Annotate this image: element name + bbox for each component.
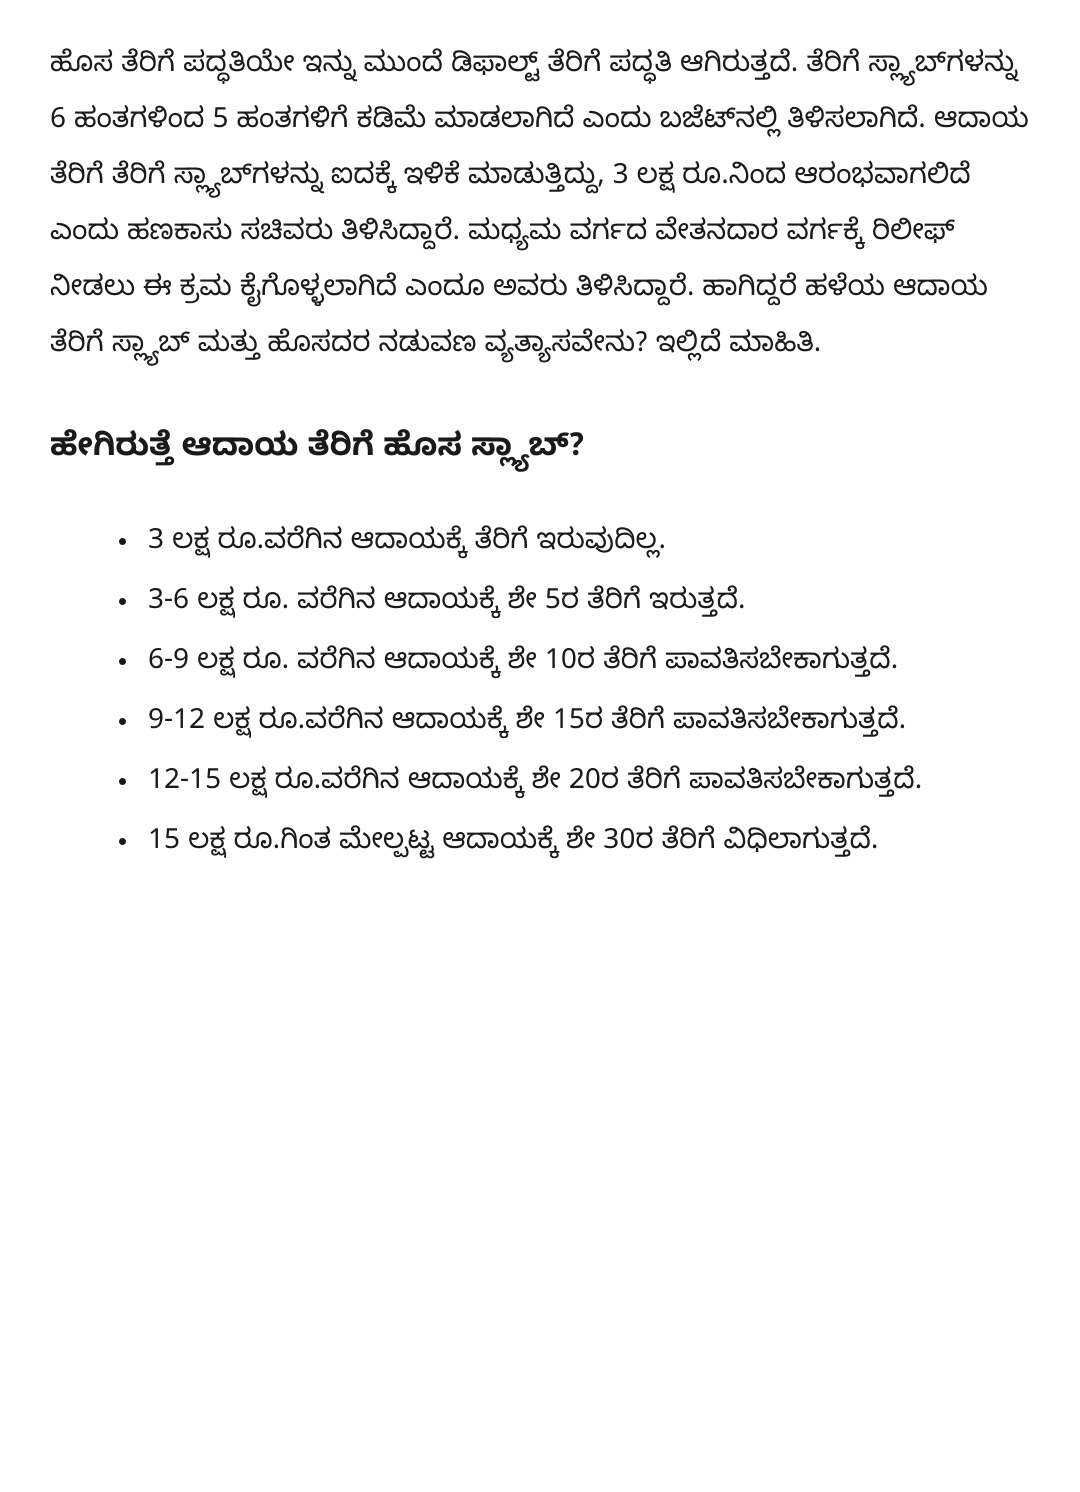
- list-item: 12-15 ಲಕ್ಷ ರೂ.ವರೆಗಿನ ಆದಾಯಕ್ಕೆ ಶೇ 20ರ ತೆರ…: [140, 757, 1030, 813]
- section-heading: ಹೇಗಿರುತ್ತೆ ಆದಾಯ ತೆರಿಗೆ ಹೊಸ ಸ್ಲ್ಯಾಬ್?: [50, 426, 1030, 477]
- intro-paragraph: ಹೊಸ ತೆರಿಗೆ ಪದ್ಧತಿಯೇ ಇನ್ನು ಮುಂದೆ ಡಿಫಾಲ್ಟ್…: [50, 40, 1030, 376]
- list-item: 3 ಲಕ್ಷ ರೂ.ವರೆಗಿನ ಆದಾಯಕ್ಕೆ ತೆರಿಗೆ ಇರುವುದಿ…: [140, 517, 1030, 573]
- list-item: 6-9 ಲಕ್ಷ ರೂ. ವರೆಗಿನ ಆದಾಯಕ್ಕೆ ಶೇ 10ರ ತೆರಿ…: [140, 637, 1030, 693]
- list-item: 15 ಲಕ್ಷ ರೂ.ಗಿಂತ ಮೇಲ್ಪಟ್ಟ ಆದಾಯಕ್ಕೆ ಶೇ 30ರ…: [140, 817, 1030, 873]
- list-item: 3-6 ಲಕ್ಷ ರೂ. ವರೆಗಿನ ಆದಾಯಕ್ಕೆ ಶೇ 5ರ ತೆರಿಗ…: [140, 577, 1030, 633]
- list-item: 9-12 ಲಕ್ಷ ರೂ.ವರೆಗಿನ ಆದಾಯಕ್ಕೆ ಶೇ 15ರ ತೆರಿ…: [140, 697, 1030, 753]
- tax-slab-list: 3 ಲಕ್ಷ ರೂ.ವರೆಗಿನ ಆದಾಯಕ್ಕೆ ತೆರಿಗೆ ಇರುವುದಿ…: [50, 517, 1030, 873]
